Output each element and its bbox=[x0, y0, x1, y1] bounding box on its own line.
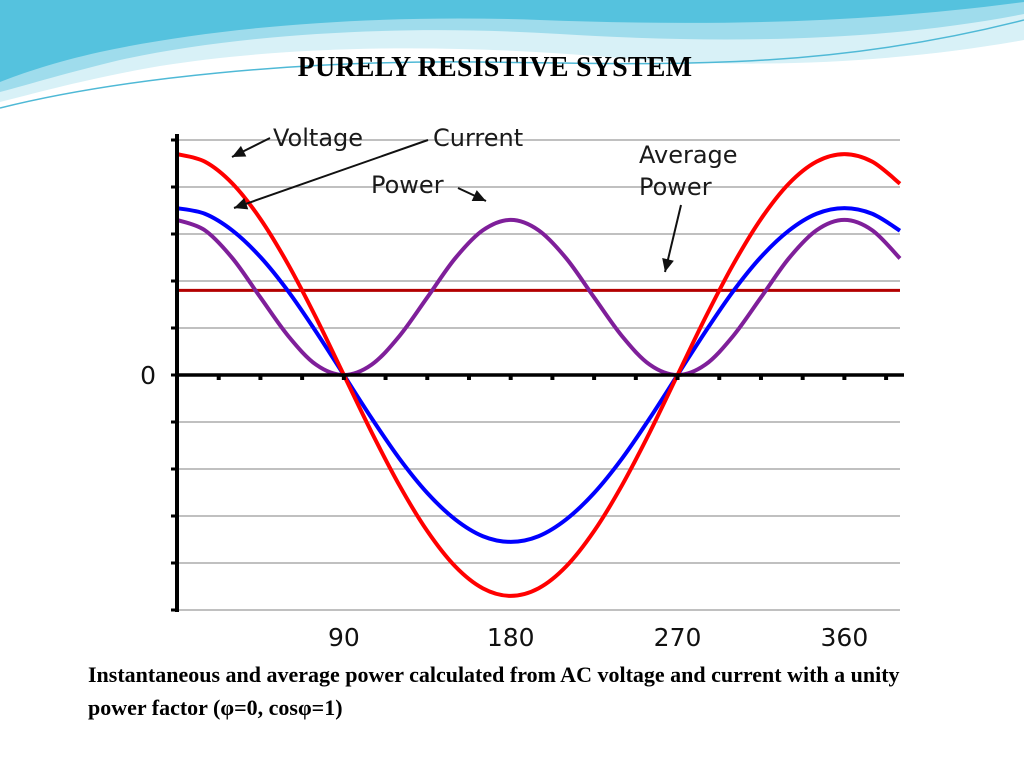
axes bbox=[171, 134, 904, 612]
x-tick-label: 180 bbox=[487, 623, 535, 652]
x-tick-label: 90 bbox=[328, 623, 360, 652]
y-tick-label: 0 bbox=[140, 361, 156, 390]
annotation-average: Average bbox=[639, 141, 738, 169]
arrow-current bbox=[233, 139, 429, 209]
annotation-current: Current bbox=[433, 124, 523, 152]
header-wave-line bbox=[0, 19, 1024, 109]
arrow-power-head bbox=[471, 190, 486, 201]
x-tick-label: 270 bbox=[654, 623, 702, 652]
series-line-voltage bbox=[176, 152, 902, 598]
arrow-voltage-head bbox=[232, 145, 247, 157]
grid bbox=[177, 139, 900, 611]
tick-labels: 90 180 270 360 0 bbox=[140, 361, 868, 652]
annotation-average-power: Power bbox=[639, 173, 712, 201]
annotation-voltage: Voltage bbox=[273, 124, 363, 152]
annotation-power: Power bbox=[371, 171, 444, 199]
header-wave-dark bbox=[0, 0, 1024, 82]
slide-title: PURELY RESISTIVE SYSTEM bbox=[297, 52, 693, 83]
slide-caption: Instantaneous and average power calculat… bbox=[88, 662, 900, 720]
x-tick-label: 360 bbox=[821, 623, 869, 652]
series-group bbox=[176, 152, 902, 598]
plot-background bbox=[128, 110, 918, 658]
power-chart: 90 180 270 360 0 Voltage Current Power Avera… bbox=[128, 110, 918, 658]
series-line-power bbox=[176, 217, 902, 377]
series-line-current bbox=[176, 206, 902, 544]
arrow-current-head bbox=[234, 198, 249, 210]
annotations: Voltage Current Power Average Power bbox=[273, 124, 738, 201]
arrow-average-power-head bbox=[662, 257, 674, 272]
annotation-arrows bbox=[231, 137, 682, 273]
